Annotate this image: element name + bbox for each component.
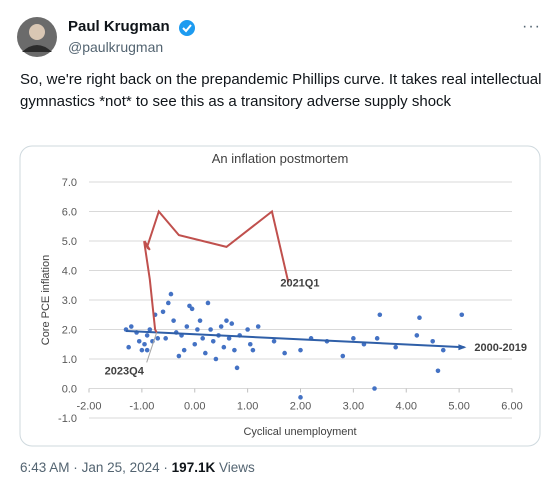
- verified-badge: [179, 20, 195, 36]
- separator: ·: [73, 460, 78, 475]
- annotation-pointer: [146, 332, 158, 363]
- time[interactable]: 6:43 AM: [20, 460, 70, 475]
- chart: An inflation postmortem -1.0 0.0 1.0 2.0 3.0 4…: [19, 145, 541, 447]
- series-line: [143, 209, 290, 333]
- scatter-point: [155, 336, 161, 341]
- scatter-point: [197, 318, 203, 323]
- scatter-point: [192, 341, 198, 347]
- scatter-point: [218, 324, 224, 329]
- annotation: 2023Q4: [105, 365, 145, 377]
- scatter-point: [144, 347, 150, 353]
- scatter-point: [229, 321, 235, 326]
- scatter-point: [377, 312, 383, 318]
- y-tick-label: 4.0: [62, 266, 77, 278]
- y-tick-label: 0.0: [62, 384, 77, 396]
- scatter-point: [298, 395, 303, 400]
- x-tick-label: 2.00: [290, 401, 311, 413]
- x-tick-label: 6.00: [501, 401, 522, 413]
- scatter-point: [430, 339, 435, 344]
- y-tick-label: -1.0: [58, 413, 77, 425]
- y-tick-label: 1.0: [62, 354, 77, 366]
- scatter-point: [372, 386, 377, 391]
- trend-arrow: [458, 344, 467, 351]
- scatter-point: [374, 336, 380, 341]
- scatter-point: [171, 318, 176, 323]
- scatter-point: [208, 327, 213, 332]
- x-tick-label: 5.00: [448, 401, 469, 413]
- scatter-point: [203, 350, 208, 356]
- scatter-point: [147, 327, 153, 332]
- scatter-point: [144, 333, 150, 338]
- date[interactable]: Jan 25, 2024: [81, 460, 160, 475]
- scatter-point: [298, 347, 303, 353]
- annotation: 2021Q1: [280, 277, 319, 289]
- scatter-point: [163, 336, 168, 341]
- scatter-point: [393, 344, 398, 350]
- scatter-point: [255, 324, 261, 329]
- scatter-point: [271, 339, 277, 344]
- series-label: 2000-2019: [474, 342, 527, 354]
- chart-title: An inflation postmortem: [212, 151, 349, 166]
- scatter-point: [351, 336, 356, 341]
- scatter-point: [224, 318, 229, 323]
- x-tick-label: 4.00: [396, 401, 417, 413]
- x-tick-label: 1.00: [237, 401, 258, 413]
- y-axis-label: Core PCE inflation: [40, 255, 52, 346]
- scatter-point: [187, 303, 192, 309]
- scatter-point: [205, 300, 211, 306]
- scatter-point: [189, 306, 195, 312]
- scatter-point: [340, 353, 346, 359]
- views-label: Views: [218, 460, 255, 475]
- scatter-point: [176, 353, 182, 359]
- y-tick-label: 2.0: [62, 325, 77, 337]
- separator: ·: [163, 460, 168, 475]
- scatter-point: [200, 336, 205, 341]
- scatter-point: [245, 327, 250, 332]
- scatter-point: [417, 315, 422, 321]
- x-axis-label: Cyclical unemployment: [243, 426, 356, 438]
- scatter-point: [459, 312, 465, 318]
- scatter-point: [126, 344, 131, 350]
- more-button[interactable]: ···: [522, 18, 541, 35]
- author-name[interactable]: Paul Krugman: [68, 18, 170, 35]
- x-tick-label: -1.00: [129, 401, 154, 413]
- scatter-point: [184, 324, 190, 329]
- scatter-point: [247, 341, 253, 347]
- scatter-point: [136, 339, 142, 344]
- scatter-point: [166, 300, 171, 306]
- scatter-point: [232, 347, 237, 353]
- x-tick-label: 0.00: [184, 401, 205, 413]
- scatter-point: [129, 324, 134, 329]
- scatter-point: [160, 309, 166, 315]
- scatter-point: [440, 347, 446, 353]
- scatter-point: [221, 344, 227, 350]
- media-frame[interactable]: [19, 145, 541, 447]
- y-tick-label: 5.0: [62, 236, 77, 248]
- scatter-point: [250, 347, 256, 353]
- y-tick-label: 6.0: [62, 207, 77, 219]
- scatter-point: [168, 291, 174, 297]
- scatter-point: [234, 365, 240, 371]
- avatar[interactable]: [16, 16, 58, 58]
- scatter-point: [435, 368, 441, 374]
- tweet-footer: 6:43 AM · Jan 25, 2024 · 197.1K Views: [20, 460, 255, 475]
- view-count: 197.1K: [171, 460, 216, 475]
- scatter-point: [414, 333, 420, 338]
- author-handle[interactable]: @paulkrugman: [68, 39, 164, 55]
- scatter-point: [210, 339, 216, 344]
- scatter-point: [139, 347, 145, 353]
- scatter-point: [142, 341, 147, 347]
- tweet-text: So, we're right back on the prepandemic …: [20, 71, 542, 110]
- x-tick-label: 3.00: [343, 401, 364, 413]
- series-line: [125, 329, 465, 349]
- scatter-point: [213, 356, 219, 362]
- scatter-point: [181, 347, 187, 353]
- x-tick-label: -2.00: [76, 401, 101, 413]
- scatter-point: [282, 350, 287, 356]
- scatter-point: [195, 327, 200, 332]
- y-tick-label: 7.0: [62, 177, 77, 189]
- y-tick-label: 3.0: [62, 295, 77, 307]
- scatter-point: [226, 336, 232, 341]
